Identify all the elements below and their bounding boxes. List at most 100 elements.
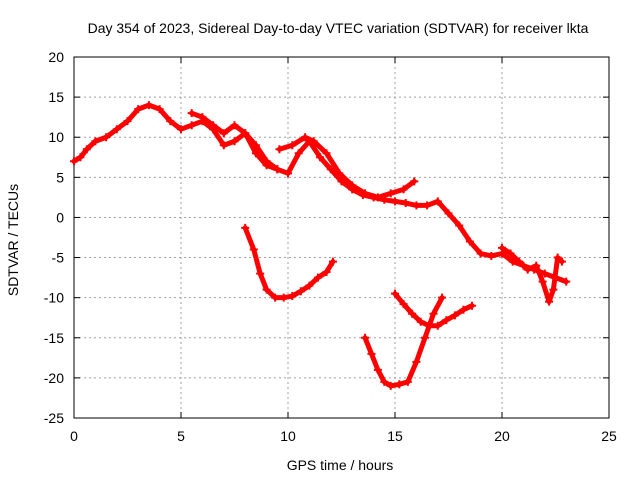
data-point — [288, 141, 297, 150]
axis-ticks — [73, 56, 610, 419]
data-point — [468, 301, 477, 310]
data-point — [553, 253, 562, 262]
data-point — [545, 297, 554, 306]
data-point — [144, 101, 153, 110]
x-tick-label: 0 — [70, 428, 78, 444]
data-point — [386, 381, 395, 390]
data-point — [433, 321, 442, 330]
data-point — [361, 333, 370, 342]
y-axis-label: SDTVAR / TECUs — [5, 184, 21, 296]
data-point — [256, 269, 265, 278]
series-upper-branch — [187, 109, 282, 174]
data-point — [425, 321, 434, 330]
data-point — [549, 285, 558, 294]
data-point — [442, 316, 451, 325]
data-point — [230, 137, 239, 146]
data-point — [219, 129, 228, 138]
data-point — [70, 157, 78, 166]
data-point — [335, 169, 344, 178]
data-point — [301, 133, 310, 142]
x-tick-label: 10 — [280, 428, 296, 444]
data-point — [562, 277, 571, 286]
series-ridge-track — [275, 133, 419, 202]
data-point — [273, 165, 282, 174]
data-point — [465, 237, 474, 246]
data-point — [515, 257, 524, 266]
data-point — [326, 165, 335, 174]
plot-frame — [73, 56, 610, 419]
data-point — [401, 199, 410, 208]
y-tick-label: -10 — [44, 290, 64, 306]
data-point — [230, 121, 239, 130]
data-point — [313, 273, 322, 282]
data-point — [450, 311, 459, 320]
data-point — [444, 209, 453, 218]
data-point — [284, 169, 292, 178]
data-point — [241, 129, 250, 138]
series-trace — [242, 225, 336, 301]
data-point — [348, 181, 357, 190]
data-point — [420, 333, 429, 342]
data-point — [209, 121, 218, 130]
series-arc-2 — [361, 293, 447, 390]
data-point — [134, 105, 143, 114]
data-point — [423, 201, 432, 210]
data-point — [403, 377, 412, 386]
data-point — [241, 223, 250, 232]
data-point — [166, 117, 175, 126]
data-point — [438, 293, 447, 302]
y-tick-label: 0 — [56, 209, 64, 225]
data-point — [198, 113, 207, 122]
x-tick-labels: 0 5 10 15 20 25 — [70, 428, 617, 444]
data-point — [275, 145, 284, 154]
y-tick-label: -5 — [52, 250, 65, 266]
data-point — [251, 141, 260, 150]
data-point — [322, 149, 331, 158]
x-tick-label: 5 — [177, 428, 185, 444]
x-tick-label: 20 — [494, 428, 510, 444]
data-point — [309, 137, 318, 146]
data-point — [487, 251, 496, 260]
data-point — [380, 377, 389, 386]
data-point — [322, 267, 331, 276]
data-point — [373, 193, 382, 202]
series-arc-1 — [241, 223, 337, 302]
data-point — [433, 197, 442, 206]
series-trace — [392, 291, 475, 329]
data-point — [391, 289, 399, 298]
data-point — [391, 197, 399, 206]
gridlines — [74, 57, 609, 418]
data-point — [412, 357, 421, 366]
y-tick-label: -15 — [44, 330, 64, 346]
chart-title: Day 354 of 2023, Sidereal Day-to-day VTE… — [88, 20, 589, 36]
y-tick-label: 5 — [56, 169, 64, 185]
data-point — [361, 189, 370, 198]
data-point — [155, 105, 164, 114]
data-point — [455, 221, 464, 230]
data-point — [476, 249, 485, 258]
data-point — [177, 125, 185, 134]
data-point — [296, 287, 305, 296]
data-point — [429, 309, 438, 318]
y-tick-label: 20 — [48, 49, 64, 65]
data-point — [102, 133, 111, 142]
data-point — [294, 149, 303, 158]
data-point — [532, 261, 541, 270]
data-point — [506, 249, 515, 258]
data-point — [498, 243, 506, 252]
data-point — [91, 137, 100, 146]
data-point — [219, 141, 228, 150]
data-point — [279, 293, 288, 302]
data-point — [416, 317, 425, 326]
data-point — [187, 121, 196, 130]
data-point — [249, 245, 258, 254]
series-trace — [362, 295, 445, 389]
data-point — [399, 185, 408, 194]
data-point — [262, 285, 271, 294]
data-point — [123, 117, 132, 126]
y-tick-labels: -25 -20 -15 -10 -5 0 5 10 15 20 — [44, 49, 64, 426]
series-arc-3 — [391, 289, 477, 330]
data-point — [288, 292, 297, 301]
data-point — [538, 277, 547, 286]
